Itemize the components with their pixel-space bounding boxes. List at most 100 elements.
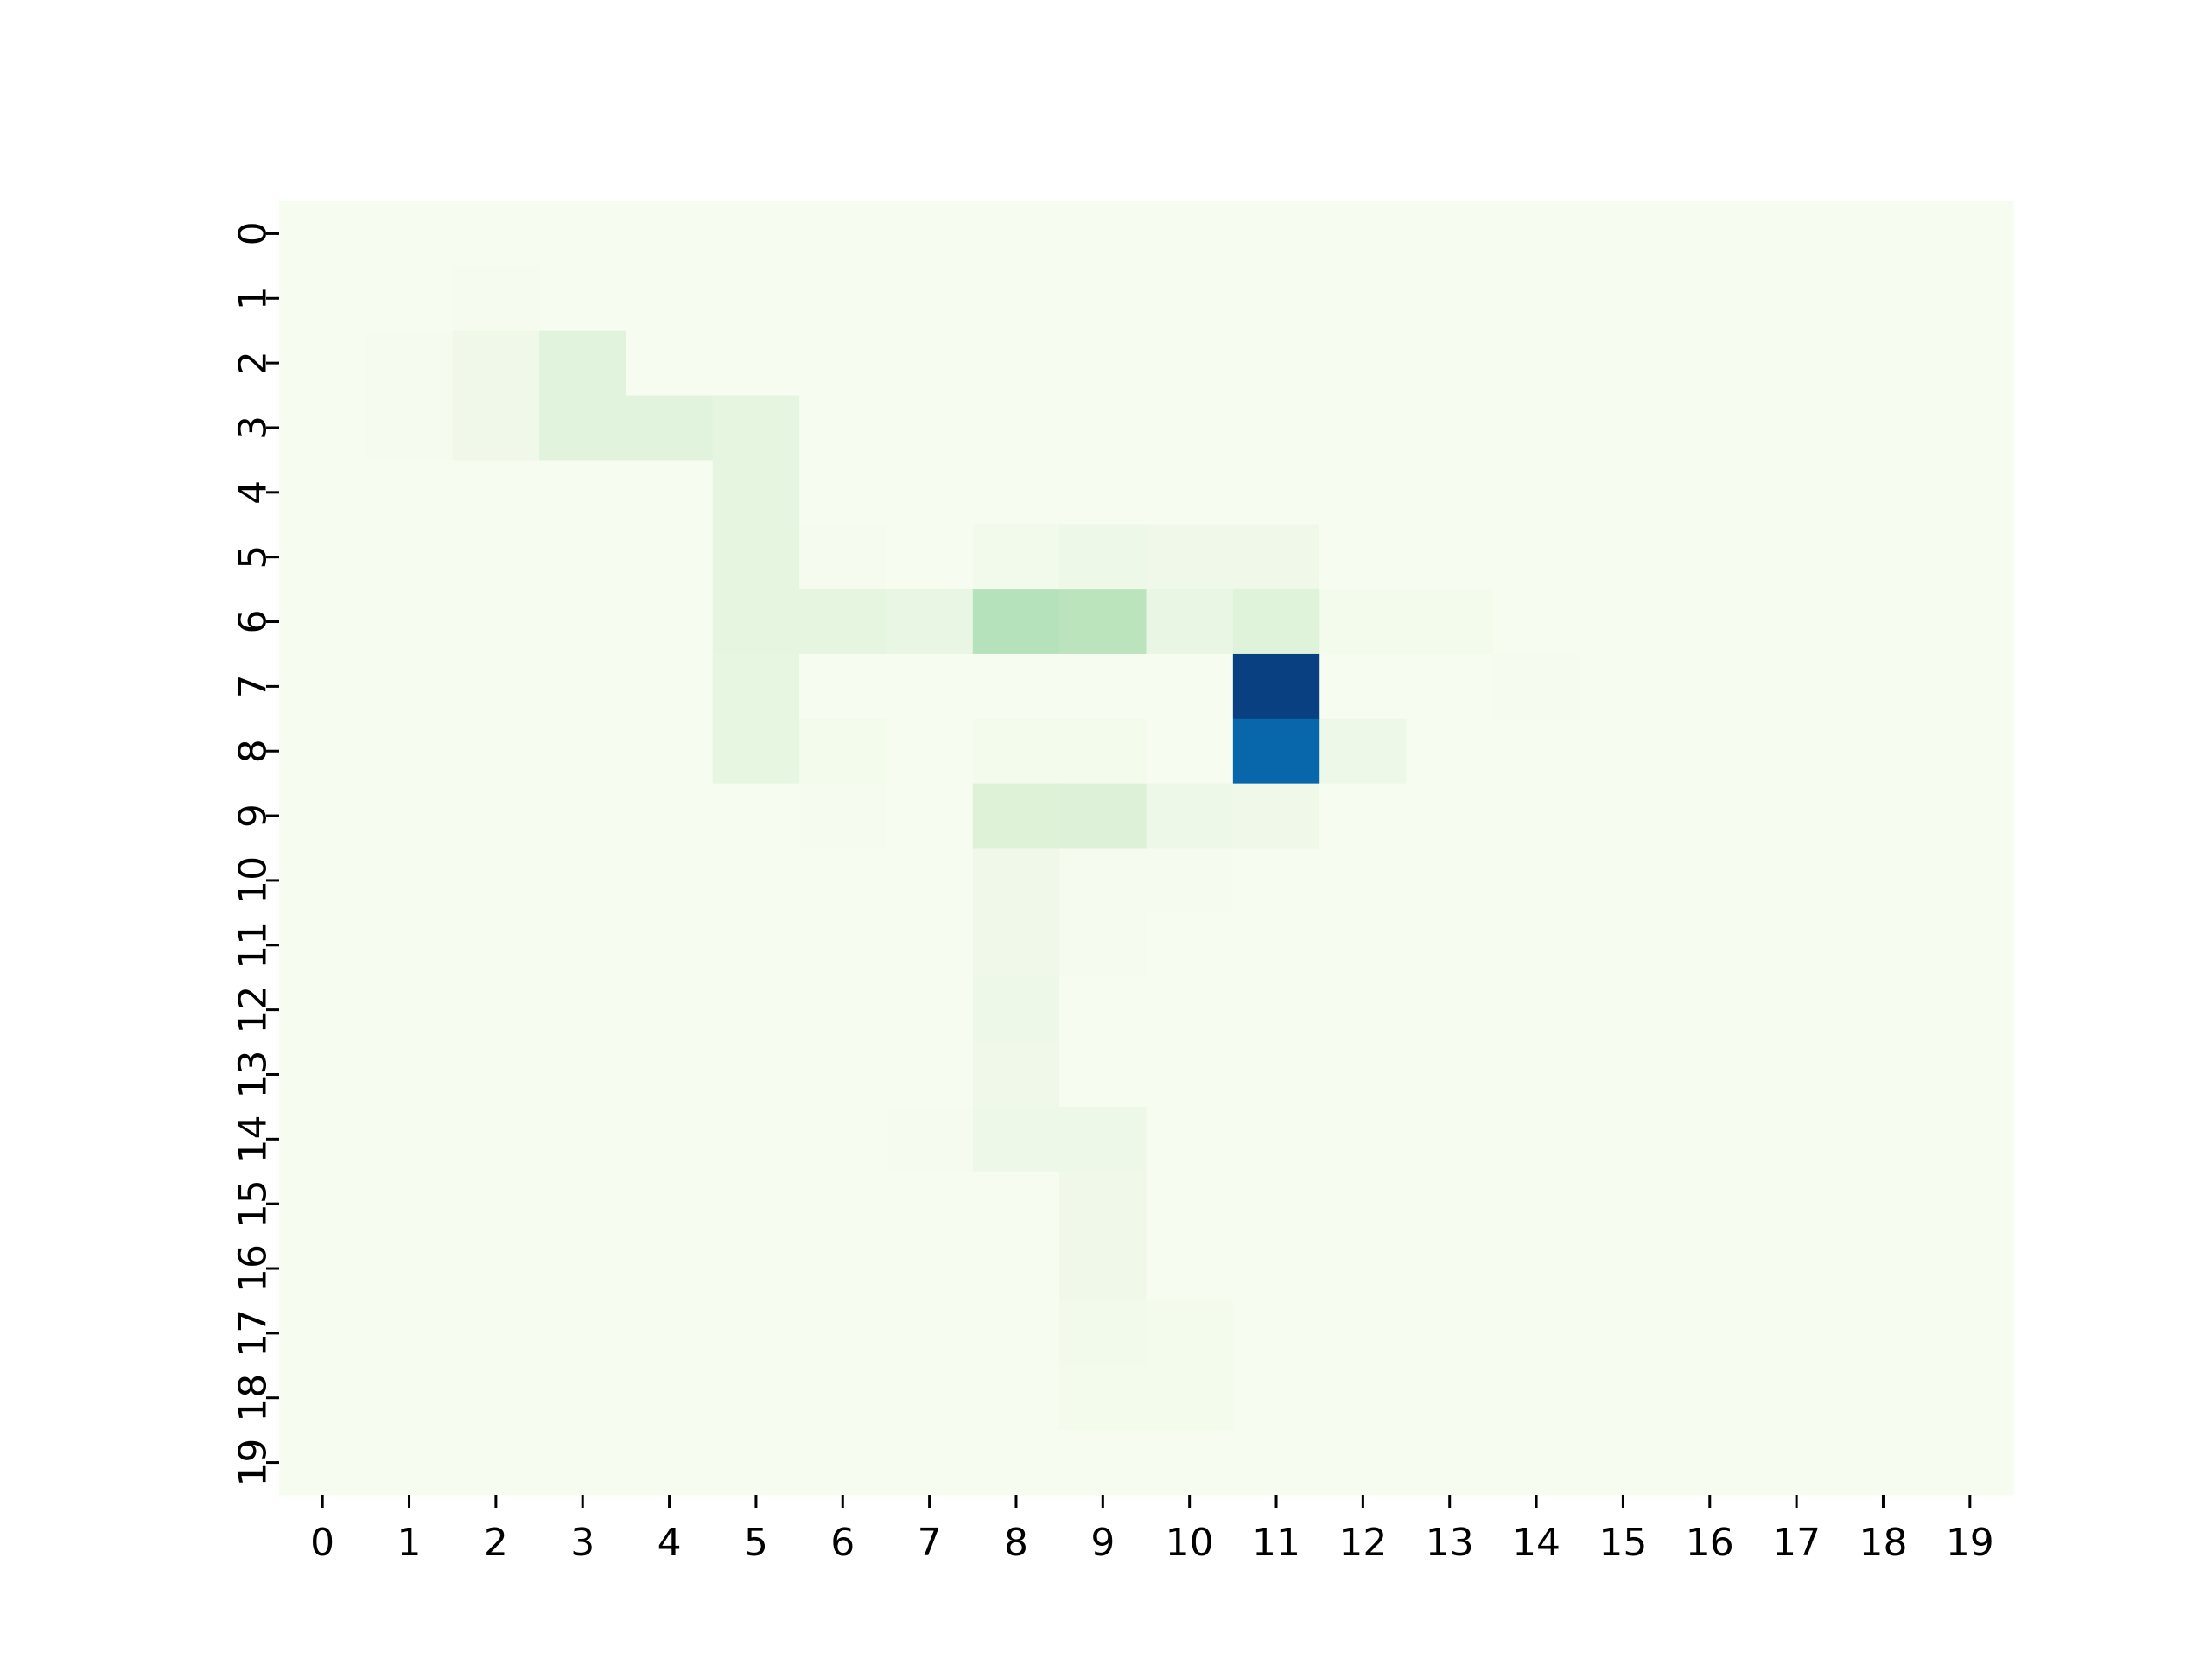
heatmap-cell-r6-c10 (1146, 589, 1234, 655)
heatmap-cell-r19-c18 (1840, 1430, 1928, 1496)
heatmap-cell-r12-c0 (279, 977, 366, 1043)
heatmap-cell-r17-c15 (1580, 1300, 1668, 1366)
heatmap-cell-r9-c7 (886, 783, 974, 849)
heatmap-cell-r18-c5 (712, 1365, 800, 1431)
heatmap-cell-r4-c14 (1492, 460, 1580, 525)
heatmap-cell-r4-c9 (1059, 460, 1147, 525)
heatmap-cell-r1-c19 (1926, 265, 2014, 332)
heatmap-cell-r18-c2 (452, 1365, 540, 1431)
heatmap-cell-r5-c17 (1752, 524, 1840, 590)
heatmap-cell-r5-c13 (1406, 524, 1494, 590)
heatmap-cell-r10-c13 (1406, 848, 1494, 913)
heatmap-cell-r1-c3 (539, 265, 626, 332)
heatmap-cell-r7-c7 (886, 653, 974, 720)
heatmap-cell-r4-c0 (279, 460, 366, 525)
heatmap-cell-r11-c7 (886, 912, 974, 978)
heatmap-cell-r16-c4 (626, 1236, 714, 1302)
heatmap-cell-r19-c17 (1752, 1430, 1840, 1496)
heatmap-cell-r14-c2 (452, 1106, 540, 1173)
heatmap-cell-r18-c8 (972, 1365, 1060, 1431)
heatmap-cell-r0-c4 (626, 201, 714, 267)
heatmap-cell-r18-c0 (279, 1365, 366, 1431)
heatmap-cell-r15-c8 (972, 1171, 1060, 1237)
x-tick-label: 0 (310, 1521, 334, 1565)
heatmap-cell-r4-c15 (1580, 460, 1668, 525)
heatmap-cell-r9-c15 (1580, 783, 1668, 849)
heatmap-cell-r2-c8 (972, 330, 1060, 397)
heatmap-cell-r18-c6 (799, 1365, 887, 1431)
heatmap-cell-r3-c14 (1492, 395, 1580, 461)
heatmap-cell-r19-c13 (1406, 1430, 1494, 1496)
heatmap-cell-r3-c5 (712, 395, 800, 461)
heatmap-cell-r17-c18 (1840, 1300, 1928, 1366)
heatmap-cell-r6-c1 (365, 589, 454, 655)
heatmap-cell-r6-c3 (539, 589, 626, 655)
heatmap-cell-r2-c14 (1492, 330, 1580, 397)
x-tick-label: 12 (1338, 1521, 1387, 1565)
heatmap-cell-r13-c8 (972, 1042, 1060, 1108)
heatmap-cell-r12-c3 (539, 977, 626, 1043)
heatmap-cell-r2-c9 (1059, 330, 1147, 397)
heatmap-cell-r2-c4 (626, 330, 714, 397)
heatmap-cell-r1-c11 (1232, 265, 1320, 332)
heatmap-cell-r19-c10 (1146, 1430, 1234, 1496)
heatmap-cell-r17-c19 (1926, 1300, 2014, 1366)
heatmap-cell-r9-c18 (1840, 783, 1928, 849)
y-tick-label: 16 (232, 1244, 276, 1293)
heatmap-cell-r4-c8 (972, 460, 1060, 525)
y-tick-label: 14 (232, 1115, 276, 1163)
heatmap-cell-r9-c17 (1752, 783, 1840, 849)
heatmap-cell-r13-c6 (799, 1042, 887, 1108)
y-tick-label: 8 (232, 739, 276, 763)
heatmap-cell-r12-c6 (799, 977, 887, 1043)
heatmap-cell-r1-c1 (365, 265, 454, 332)
heatmap-cell-r6-c14 (1492, 589, 1580, 655)
heatmap-cell-r8-c6 (799, 718, 887, 785)
heatmap-cell-r19-c11 (1232, 1430, 1320, 1496)
heatmap-cell-r15-c11 (1232, 1171, 1320, 1237)
heatmap-cell-r14-c5 (712, 1106, 800, 1173)
heatmap-cell-r13-c4 (626, 1042, 714, 1108)
y-tick-label: 2 (232, 351, 276, 375)
heatmap-cell-r4-c19 (1926, 460, 2014, 525)
heatmap-cell-r12-c16 (1666, 977, 1754, 1043)
heatmap-cell-r8-c11 (1232, 718, 1320, 785)
heatmap-cell-r19-c15 (1580, 1430, 1668, 1496)
heatmap-cell-r6-c4 (626, 589, 714, 655)
heatmap-cell-r16-c11 (1232, 1236, 1320, 1302)
heatmap-cell-r13-c13 (1406, 1042, 1494, 1108)
heatmap-cell-r2-c2 (452, 330, 540, 397)
y-tick-label: 15 (232, 1179, 276, 1228)
heatmap-cell-r19-c6 (799, 1430, 887, 1496)
y-tick-label: 11 (232, 921, 276, 969)
y-tick-label: 9 (232, 804, 276, 828)
heatmap-cell-r7-c18 (1840, 653, 1928, 720)
heatmap-cell-r9-c16 (1666, 783, 1754, 849)
heatmap-cell-r16-c3 (539, 1236, 626, 1302)
heatmap-cell-r2-c3 (539, 330, 626, 397)
heatmap-cell-r16-c0 (279, 1236, 366, 1302)
heatmap-cell-r19-c4 (626, 1430, 714, 1496)
heatmap-cell-r15-c17 (1752, 1171, 1840, 1237)
heatmap-cell-r14-c12 (1319, 1106, 1408, 1173)
heatmap-cell-r11-c9 (1059, 912, 1147, 978)
heatmap-cell-r9-c10 (1146, 783, 1234, 849)
heatmap-cell-r7-c17 (1752, 653, 1840, 720)
heatmap-cell-r2-c5 (712, 330, 800, 397)
heatmap-cell-r1-c14 (1492, 265, 1580, 332)
heatmap-cell-r7-c8 (972, 653, 1060, 720)
heatmap-cell-r11-c4 (626, 912, 714, 978)
heatmap-cell-r14-c1 (365, 1106, 454, 1173)
heatmap-cell-r0-c11 (1232, 201, 1320, 267)
heatmap-cell-r14-c19 (1926, 1106, 2014, 1173)
heatmap-cell-r15-c2 (452, 1171, 540, 1237)
heatmap-cell-r0-c9 (1059, 201, 1147, 267)
heatmap-cell-r1-c5 (712, 265, 800, 332)
heatmap-cell-r1-c9 (1059, 265, 1147, 332)
heatmap-cell-r0-c19 (1926, 201, 2014, 267)
heatmap-cell-r0-c7 (886, 201, 974, 267)
heatmap-cell-r12-c1 (365, 977, 454, 1043)
x-tick-label: 9 (1090, 1521, 1115, 1565)
heatmap-cell-r13-c11 (1232, 1042, 1320, 1108)
heatmap-cell-r18-c13 (1406, 1365, 1494, 1431)
